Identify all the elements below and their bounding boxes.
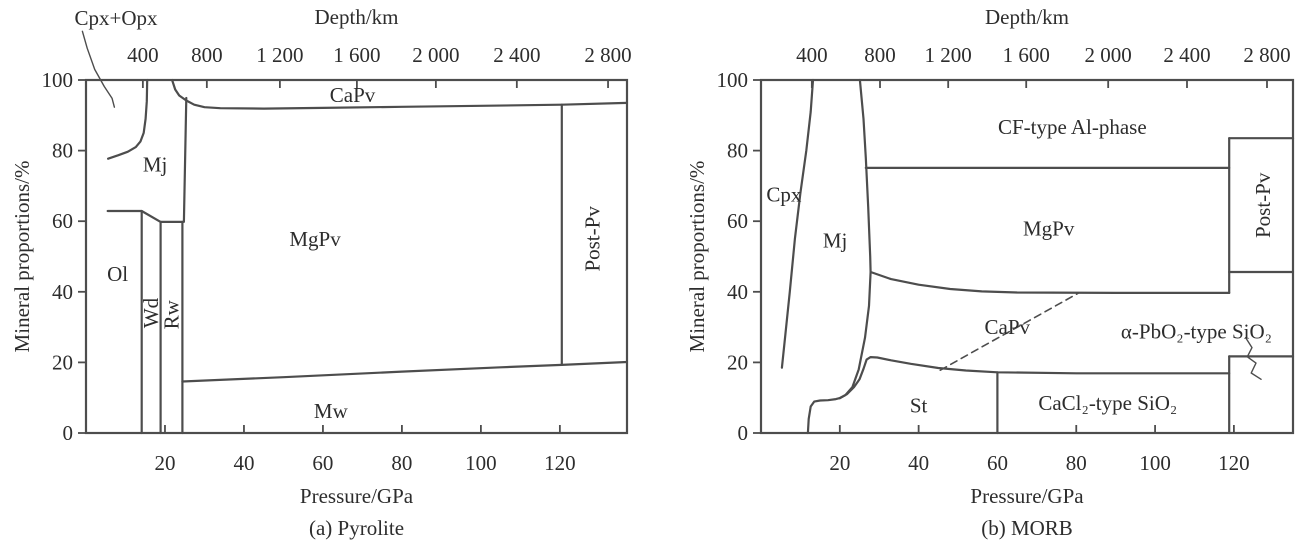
region-label-post-pv: Post-Pv — [581, 206, 605, 272]
y-tick-label: 60 — [727, 209, 748, 233]
ticks-pyrolite — [78, 79, 609, 434]
region-label-cacl-type-sio: CaCl₂-type SiO₂ — [1038, 391, 1177, 415]
region-label-mj: Mj — [143, 153, 168, 177]
region-label-mgpv: MgPv — [1023, 216, 1075, 240]
region-label-cf-type-al-phase: CF-type Al-phase — [998, 115, 1147, 139]
annotation-label-cpx-opx: Cpx+Opx — [75, 6, 159, 30]
depth-tick-label: 800 — [864, 43, 896, 67]
pressure-tick-label: 120 — [1218, 451, 1250, 475]
ticks-morb — [753, 79, 1268, 434]
annotation-label-pbo-type-sio: α-PbO₂-type SiO₂ — [1121, 319, 1272, 343]
depth-tick-label: 1 600 — [333, 43, 380, 67]
pressure-tick-label: 20 — [154, 451, 175, 475]
boundary-ol-wd-rw-top — [106, 209, 184, 223]
depth-tick-label: 1 600 — [1003, 43, 1050, 67]
depth-tick-label: 2 400 — [1163, 43, 1210, 67]
y-tick-label: 20 — [727, 350, 748, 374]
depth-tick-label: 2 000 — [412, 43, 459, 67]
annotation-leader — [81, 30, 116, 108]
y-tick-label: 40 — [727, 280, 748, 304]
pressure-tick-label: 120 — [544, 451, 576, 475]
boundary-cpxopx-mj-boundary — [107, 78, 149, 160]
y-tick-label: 100 — [717, 68, 749, 92]
depth-axis-title: Depth/km — [315, 5, 399, 29]
pressure-tick-label: 40 — [908, 451, 929, 475]
depth-tick-label: 1 200 — [925, 43, 972, 67]
region-label-cpx: Cpx — [766, 183, 802, 207]
region-label-ol: Ol — [107, 262, 128, 286]
region-label-mj: Mj — [823, 229, 848, 253]
pressure-axis-title: Pressure/GPa — [300, 484, 414, 508]
depth-tick-label: 2 000 — [1085, 43, 1132, 67]
pressure-tick-label: 80 — [391, 451, 412, 475]
boundary-capv-dashed-boundary — [939, 292, 1079, 371]
y-axis-title: Mineral proportions/% — [10, 161, 34, 353]
depth-tick-label: 2 400 — [493, 43, 540, 67]
region-label-st: St — [910, 393, 928, 417]
panel-pyrolite — [78, 30, 629, 435]
depth-tick-label: 400 — [796, 43, 828, 67]
pressure-tick-label: 100 — [1139, 451, 1171, 475]
y-tick-label: 40 — [52, 280, 73, 304]
plot-border-pyrolite — [84, 78, 629, 435]
y-tick-label: 0 — [738, 421, 749, 445]
depth-tick-label: 800 — [191, 43, 223, 67]
region-label-capv: CaPv — [985, 315, 1031, 339]
region-label-post-pv: Post-Pv — [1251, 172, 1275, 238]
region-label-mgpv: MgPv — [289, 227, 341, 251]
panel-caption: (a) Pyrolite — [309, 516, 404, 540]
boundary-st-left-boundary — [806, 397, 841, 435]
boundary-mj-mgpv-boundary — [182, 96, 188, 223]
depth-tick-label: 400 — [127, 43, 159, 67]
depth-tick-label: 1 200 — [256, 43, 303, 67]
y-tick-label: 0 — [63, 421, 74, 445]
pressure-tick-label: 80 — [1066, 451, 1087, 475]
pressure-tick-label: 20 — [829, 451, 850, 475]
region-label-mw: Mw — [314, 399, 349, 423]
boundary-cpx-mj-boundary — [780, 78, 815, 369]
depth-tick-label: 2 800 — [1243, 43, 1290, 67]
region-label-rw: Rw — [159, 299, 183, 329]
panel-morb — [753, 78, 1295, 435]
boundary-st-top-boundary — [838, 356, 1231, 400]
region-label-wd: Wd — [139, 297, 163, 328]
y-tick-label: 20 — [52, 350, 73, 374]
boundary-mw-top-boundary — [181, 360, 629, 383]
annotation-leader — [1245, 337, 1262, 380]
pressure-axis-title: Pressure/GPa — [970, 484, 1084, 508]
y-tick-label: 80 — [52, 139, 73, 163]
boundary-mgpv-bottom-boundary — [869, 270, 1231, 294]
pressure-tick-label: 40 — [233, 451, 254, 475]
boundary-capv-mgpv-boundary — [171, 78, 629, 110]
pressure-tick-label: 60 — [987, 451, 1008, 475]
pressure-tick-label: 60 — [312, 451, 333, 475]
region-label-capv: CaPv — [330, 83, 376, 107]
y-axis-title: Mineral proportions/% — [685, 161, 709, 353]
depth-tick-label: 2 800 — [584, 43, 631, 67]
y-tick-label: 80 — [727, 139, 748, 163]
depth-axis-title: Depth/km — [985, 5, 1069, 29]
pressure-tick-label: 100 — [465, 451, 497, 475]
y-tick-label: 60 — [52, 209, 73, 233]
y-tick-label: 100 — [42, 68, 74, 92]
panel-caption: (b) MORB — [981, 516, 1073, 540]
